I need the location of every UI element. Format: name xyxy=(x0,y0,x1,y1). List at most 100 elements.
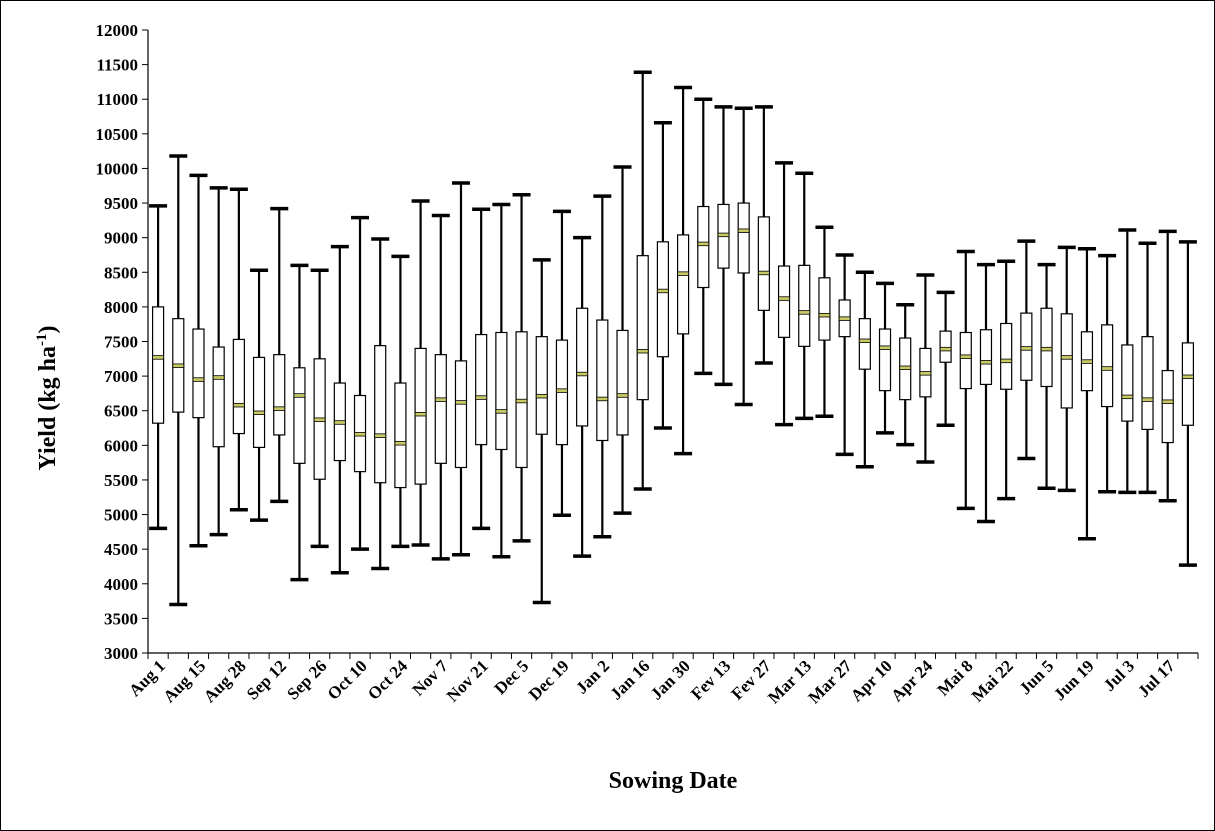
median-mark xyxy=(959,354,972,359)
median-mark xyxy=(172,363,185,368)
box-body xyxy=(495,331,508,451)
box-body xyxy=(979,329,993,386)
box xyxy=(1098,253,1117,494)
box-body xyxy=(858,318,871,370)
box xyxy=(835,253,854,457)
y-tick-label: 12000 xyxy=(96,21,139,40)
box xyxy=(1057,245,1076,493)
median-mark xyxy=(455,400,467,405)
box-body xyxy=(737,202,750,274)
median-mark xyxy=(495,409,508,414)
box-body xyxy=(394,382,407,489)
box-body xyxy=(1141,336,1154,431)
box xyxy=(936,290,955,428)
box xyxy=(1077,246,1096,541)
box xyxy=(694,97,713,376)
median-mark xyxy=(273,406,286,411)
box xyxy=(855,270,874,469)
median-mark xyxy=(697,241,710,247)
y-axis-title-superscript: -1 xyxy=(34,334,50,347)
box-body xyxy=(252,356,266,449)
median-mark xyxy=(737,228,750,233)
median-mark xyxy=(717,232,730,238)
y-ticks: 3000 3500 4000 4500 5000 5500 6000 6500 7000 7500… xyxy=(96,21,148,663)
median-mark xyxy=(313,417,326,422)
median-mark xyxy=(798,310,811,315)
x-tick-label: Jan 30 xyxy=(647,656,694,703)
x-tick-label: Jun 19 xyxy=(1050,656,1098,704)
box xyxy=(653,121,672,430)
box xyxy=(169,154,188,607)
y-tick-label: 8500 xyxy=(104,263,138,282)
box-body xyxy=(475,333,488,446)
x-tick-label: Aug 15 xyxy=(159,656,209,706)
y-tick-label: 10500 xyxy=(96,125,139,144)
box-body xyxy=(656,241,670,358)
box xyxy=(149,204,168,531)
box xyxy=(451,181,470,557)
median-mark xyxy=(1060,355,1073,360)
box xyxy=(552,209,571,517)
box xyxy=(633,70,652,491)
box-body xyxy=(939,330,952,363)
median-mark xyxy=(374,433,387,438)
box xyxy=(775,161,794,427)
median-mark xyxy=(414,411,427,417)
y-tick-label: 4500 xyxy=(104,540,138,559)
box-body xyxy=(374,345,387,484)
median-mark xyxy=(636,348,649,354)
box-body xyxy=(192,328,205,419)
box-body xyxy=(636,255,649,401)
median-mark xyxy=(1121,394,1134,400)
x-tick-label: Mar 27 xyxy=(805,656,856,707)
x-tick-label: Sep 12 xyxy=(243,656,290,703)
x-tick-label: Fev 13 xyxy=(687,656,734,703)
box xyxy=(734,106,753,407)
box xyxy=(1138,241,1157,495)
median-mark xyxy=(354,432,366,437)
x-tick-label: Jul 3 xyxy=(1100,656,1138,694)
x-tick-label: Nov 21 xyxy=(443,656,492,705)
box-body xyxy=(232,338,245,435)
box-body xyxy=(576,307,589,427)
box xyxy=(411,199,430,547)
box xyxy=(997,259,1016,501)
box-body xyxy=(798,264,811,347)
median-mark xyxy=(394,441,407,446)
median-mark xyxy=(333,420,346,425)
box-body xyxy=(1161,369,1174,444)
median-mark xyxy=(616,393,629,398)
median-mark xyxy=(879,345,891,350)
x-tick-label: Sep 26 xyxy=(283,656,330,703)
median-mark xyxy=(838,316,851,321)
box-body xyxy=(1060,313,1073,409)
box xyxy=(371,237,390,571)
box xyxy=(492,202,511,559)
y-tick-label: 7000 xyxy=(104,367,138,386)
x-tick-label: Jan 16 xyxy=(606,656,653,703)
y-tick-label: 11000 xyxy=(96,90,138,109)
y-tick-label: 6500 xyxy=(104,402,138,421)
box-body xyxy=(818,277,831,341)
x-tick-label: Oct 10 xyxy=(324,656,371,703)
median-mark xyxy=(657,288,669,294)
y-axis-title-main: Yield (kg ha xyxy=(35,346,61,470)
box-body xyxy=(434,354,447,464)
x-tick-label: Mai 22 xyxy=(968,656,1017,705)
x-tick-label: Apr 24 xyxy=(887,656,936,705)
median-mark xyxy=(757,270,770,276)
x-tick-label: Dec 19 xyxy=(525,656,573,704)
box-body xyxy=(535,336,548,435)
median-mark xyxy=(515,398,528,404)
box xyxy=(795,171,814,421)
median-mark xyxy=(1081,359,1093,364)
median-mark xyxy=(677,271,689,276)
box-body xyxy=(454,360,468,469)
box xyxy=(976,262,995,524)
y-tick-label: 6000 xyxy=(104,436,138,455)
median-mark xyxy=(818,312,831,318)
box xyxy=(754,105,773,365)
box xyxy=(1118,228,1137,495)
box xyxy=(613,165,632,515)
